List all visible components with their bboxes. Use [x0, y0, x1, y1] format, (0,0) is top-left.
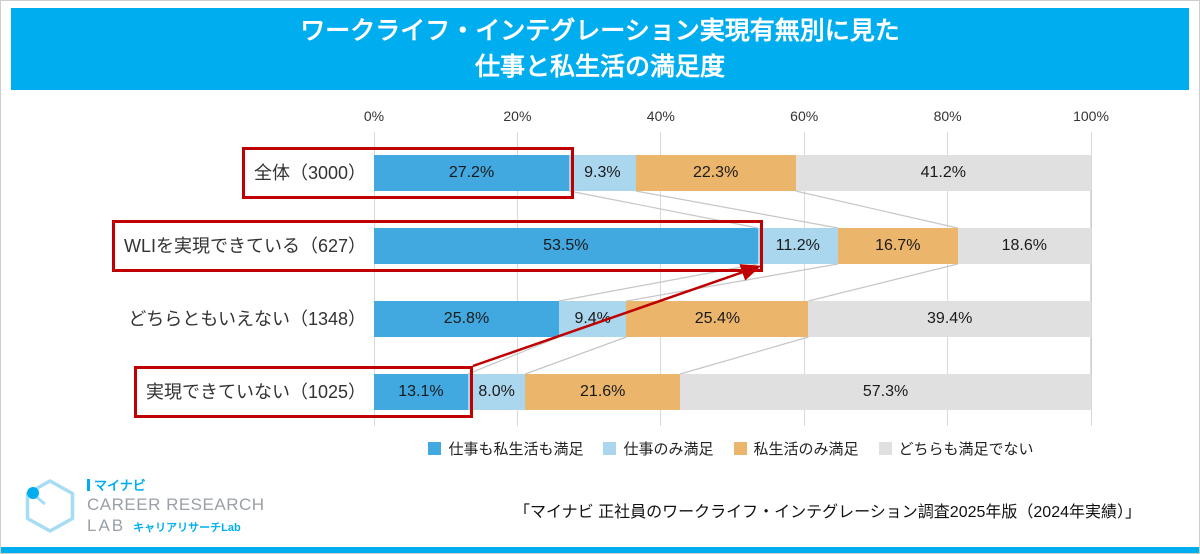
career-research-lab-logo: マイナビ CAREER RESEARCH LAB キャリアリサーチLab: [21, 475, 265, 536]
highlight-box: [242, 147, 575, 199]
category-label-text: WLIを実現できている（627）: [123, 236, 366, 256]
x-axis-tick-label: 60%: [790, 108, 819, 124]
category-label: WLIを実現できている（627）: [41, 235, 366, 257]
logo-brand-row: マイナビ: [87, 475, 265, 494]
bar-value-label: 9.3%: [584, 164, 621, 181]
bar-segment: 41.2%: [795, 155, 1091, 191]
chart-legend: 仕事も私生活も満足 仕事のみ満足 私生活のみ満足 どちらも満足でない: [341, 438, 1121, 459]
bar-segment: 57.3%: [680, 374, 1091, 410]
category-label: 全体（3000）: [41, 162, 366, 184]
source-citation: 「マイナビ 正社員のワークライフ・インテグレーション調査2025年版（2024年…: [514, 504, 1141, 521]
legend-item: 仕事も私生活も満足: [428, 438, 583, 459]
category-label-text: どちらともいえない（1348）: [128, 309, 366, 329]
bar-value-label: 18.6%: [1001, 237, 1047, 254]
bar-value-label: 25.4%: [694, 310, 741, 327]
legend-swatch-icon: [603, 442, 617, 455]
bar-value-label: 11.2%: [775, 237, 820, 254]
bar-segment: 8.0%: [467, 374, 526, 410]
bar-row: 13.1% 8.0% 21.6% 57.3%: [374, 374, 1091, 410]
logo-brand-text: マイナビ: [94, 478, 146, 493]
bar-value-label: 8.0%: [478, 383, 515, 400]
bar-value-label: 9.4%: [574, 310, 611, 327]
bar-segment: 53.5%: [374, 228, 758, 264]
gridline: [373, 132, 375, 426]
highlight-box: [134, 366, 473, 418]
bar-segment: 9.4%: [558, 301, 627, 337]
logo-career-research-text: CAREER RESEARCH: [87, 495, 265, 514]
bottom-accent-bar: [1, 547, 1199, 553]
chart-title-banner: ワークライフ・インテグレーション実現有無別に見た 仕事と私生活の満足度: [11, 8, 1189, 90]
legend-label: 私生活のみ満足: [753, 441, 859, 458]
logo-hexagon-icon: [25, 478, 75, 533]
x-axis-tick-label: 100%: [1073, 108, 1109, 124]
bar-value-label: 39.4%: [927, 310, 973, 327]
logo-japanese-subtext: キャリアリサーチLab: [133, 522, 241, 534]
bar-segment: 11.2%: [757, 228, 838, 264]
bar-segment: 22.3%: [635, 155, 796, 191]
x-axis-tick-label: 80%: [933, 108, 962, 124]
bar-segment: 39.4%: [808, 301, 1091, 337]
bar-segment: 25.8%: [374, 301, 559, 337]
bar-segment: 25.4%: [626, 301, 809, 337]
chart-title-line2: 仕事と私生活の満足度: [474, 53, 725, 81]
highlight-box: [112, 220, 763, 272]
category-label-text: 全体（3000）: [253, 163, 366, 183]
bar-value-label: 53.5%: [543, 237, 589, 254]
bar-value-label: 41.2%: [920, 164, 966, 181]
bar-value-label: 21.6%: [580, 383, 626, 400]
bar-value-label: 16.7%: [875, 237, 921, 254]
logo-lab-text: LAB: [87, 516, 126, 535]
bar-row: 25.8% 9.4% 25.4% 39.4%: [374, 301, 1091, 337]
logo-lab-row: LAB キャリアリサーチLab: [87, 516, 265, 536]
x-axis-tick-label: 20%: [503, 108, 532, 124]
category-label-text: 実現できていない（1025）: [145, 382, 366, 402]
category-label: 実現できていない（1025）: [41, 381, 366, 403]
legend-swatch-icon: [878, 442, 892, 455]
bar-segment: 27.2%: [374, 155, 570, 191]
bar-value-label: 22.3%: [692, 164, 739, 181]
category-label: どちらともいえない（1348）: [41, 308, 366, 330]
legend-item: 私生活のみ満足: [733, 438, 859, 459]
bar-value-label: 25.8%: [443, 310, 490, 327]
x-axis-tick-label: 0%: [363, 108, 385, 124]
bar-segment: 9.3%: [569, 155, 636, 191]
bar-value-label: 27.2%: [448, 164, 495, 181]
legend-swatch-icon: [428, 442, 442, 455]
legend-label: 仕事も私生活も満足: [448, 441, 584, 458]
bar-segment: 16.7%: [837, 228, 958, 264]
chart-title-line1: ワークライフ・インテグレーション実現有無別に見た: [300, 17, 900, 45]
bar-row: 27.2% 9.3% 22.3% 41.2%: [374, 155, 1091, 191]
logo-brand-bar: [87, 478, 90, 491]
legend-swatch-icon: [733, 442, 747, 455]
logo-text-block: マイナビ CAREER RESEARCH LAB キャリアリサーチLab: [87, 475, 265, 536]
x-axis-tick-label: 40%: [646, 108, 675, 124]
bar-value-label: 13.1%: [398, 383, 444, 400]
bar-segment: 18.6%: [957, 228, 1091, 264]
bar-row: 53.5% 11.2% 16.7% 18.6%: [374, 228, 1091, 264]
legend-item: どちらも満足でない: [878, 438, 1034, 459]
legend-item: 仕事のみ満足: [603, 438, 714, 459]
legend-label: どちらも満足でない: [898, 441, 1034, 458]
bar-segment: 21.6%: [525, 374, 681, 410]
bar-value-label: 57.3%: [862, 383, 909, 400]
bar-segment: 13.1%: [374, 374, 468, 410]
legend-label: 仕事のみ満足: [623, 441, 714, 458]
